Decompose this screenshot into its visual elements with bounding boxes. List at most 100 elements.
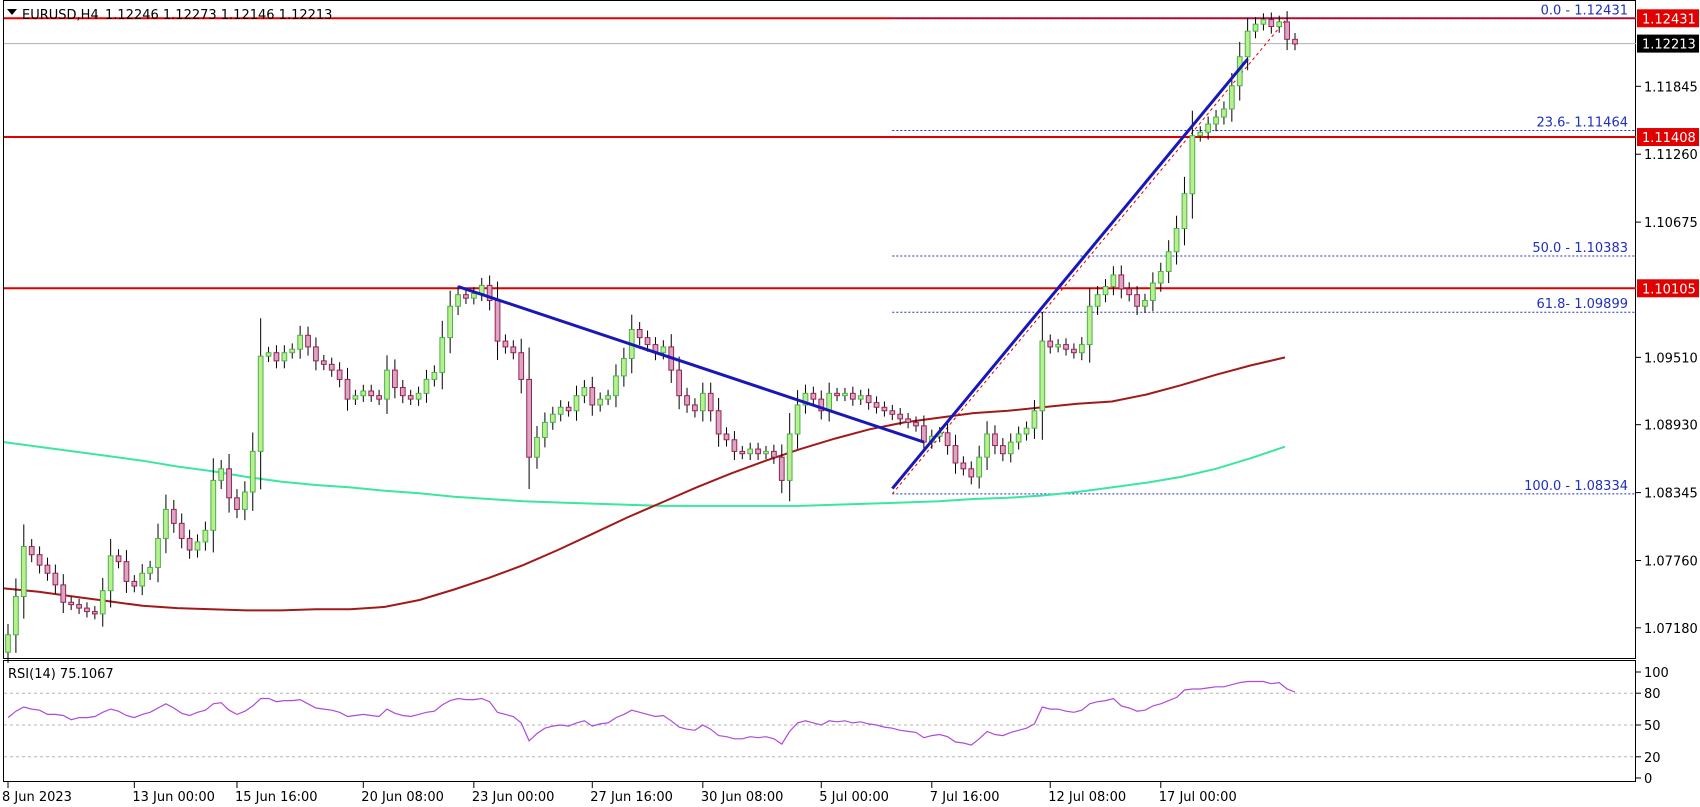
candle-body: [1228, 85, 1235, 110]
candle: [613, 364, 619, 408]
candle-body: [91, 611, 98, 615]
candle-body: [115, 555, 122, 563]
candle: [849, 386, 856, 406]
candle: [242, 481, 248, 521]
candle: [320, 354, 327, 371]
rsi-header: RSI(14) 75.1067: [8, 667, 114, 682]
candle: [218, 460, 225, 490]
price-tag: 1.12431: [1637, 9, 1699, 27]
price-tag-label: 1.12431: [1642, 12, 1696, 27]
candle: [1078, 337, 1085, 361]
candle-body: [1276, 21, 1283, 28]
candle-body: [423, 378, 430, 394]
candle-body: [534, 436, 540, 458]
candle: [289, 343, 296, 359]
time-tick-label: 30 Jun 08:00: [701, 790, 784, 805]
candle-body: [589, 387, 596, 406]
price-tick-label: 1.10675: [1644, 216, 1698, 231]
candle-body: [478, 284, 485, 295]
candle-body: [1110, 274, 1117, 288]
rsi-tick-label: 100: [1644, 666, 1669, 681]
candle: [1284, 11, 1290, 51]
candle-body: [20, 546, 27, 597]
candle-body: [999, 445, 1006, 455]
candle: [715, 397, 722, 447]
candle-body: [510, 346, 517, 354]
candle-body: [897, 413, 904, 420]
price-tag-label: 1.10105: [1642, 282, 1696, 297]
candle: [542, 412, 548, 448]
collapse-triangle-icon[interactable]: [7, 9, 17, 15]
candle-body: [186, 537, 193, 551]
candle: [510, 340, 517, 360]
candle-body: [921, 425, 927, 443]
candle-body: [526, 378, 532, 458]
candle-body: [707, 392, 714, 412]
candle-body: [1063, 344, 1069, 350]
candle: [778, 444, 785, 494]
candle-body: [1173, 228, 1180, 253]
candle: [1213, 109, 1219, 132]
candle: [99, 577, 106, 627]
candle-body: [778, 456, 785, 481]
candle-body: [1118, 274, 1125, 290]
candle-body: [328, 363, 335, 371]
candle: [1086, 288, 1093, 363]
candle: [984, 421, 990, 470]
candle: [1292, 33, 1298, 51]
candle: [1181, 176, 1188, 246]
candle: [1007, 433, 1014, 463]
candle-body: [415, 392, 422, 400]
candle: [589, 376, 596, 416]
candle-body: [605, 395, 611, 400]
candle: [1142, 293, 1148, 313]
candle-body: [1086, 305, 1093, 346]
candle: [84, 602, 90, 618]
candle-body: [802, 392, 809, 406]
candle-body: [1181, 193, 1188, 230]
candle-body: [1189, 135, 1196, 195]
candle-body: [147, 566, 153, 574]
candle-body: [392, 369, 398, 389]
candle-body: [320, 360, 327, 365]
candle-body: [660, 346, 667, 354]
candle-body: [170, 508, 177, 524]
candle-body: [739, 450, 746, 455]
price-tag-box: [1637, 279, 1699, 298]
candle-body: [1205, 123, 1212, 133]
candle: [526, 347, 532, 490]
candle: [352, 389, 359, 406]
candle-body: [1031, 410, 1038, 429]
candle-body: [613, 375, 619, 397]
trend-line: [457, 285, 925, 444]
candle-body: [178, 522, 185, 539]
time-tick-label: 13 Jun 00:00: [132, 790, 215, 805]
candle-body: [447, 305, 454, 339]
rsi-tick-label: 20: [1644, 751, 1661, 766]
candle: [944, 423, 951, 455]
candle-body: [597, 398, 604, 406]
candle-body: [826, 392, 833, 412]
candle-body: [1268, 19, 1275, 28]
candle: [478, 277, 485, 302]
candle-body: [131, 580, 138, 587]
candle-body: [992, 433, 998, 447]
candle: [305, 326, 311, 356]
candle-body: [344, 378, 351, 400]
candle: [1244, 17, 1251, 71]
candle-body: [1078, 344, 1085, 354]
candle-body: [502, 340, 509, 348]
price-tick-label: 1.09510: [1644, 351, 1698, 366]
candle: [652, 337, 659, 361]
candle: [431, 365, 438, 387]
candle: [313, 337, 319, 371]
fib-level-label: 23.6- 1.11464: [1536, 116, 1628, 131]
candle-body: [36, 554, 43, 566]
candle-body: [731, 439, 738, 452]
time-tick-label: 12 Jul 08:00: [1048, 790, 1126, 805]
candle-body: [107, 555, 114, 592]
time-tick-label: 15 Jun 16:00: [235, 790, 318, 805]
candle-body: [13, 595, 19, 636]
price-tag: 1.12213: [1637, 34, 1699, 53]
